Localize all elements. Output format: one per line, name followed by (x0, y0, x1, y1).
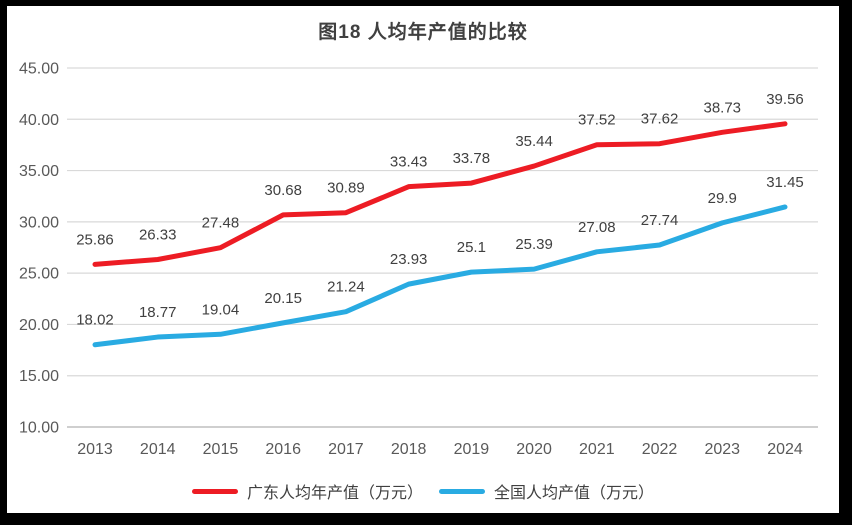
y-tick-label: 15.00 (19, 368, 59, 385)
data-label: 25.86 (76, 231, 114, 248)
legend-line-sample-blue (439, 488, 485, 494)
data-label: 33.78 (453, 150, 491, 167)
data-label: 21.24 (327, 279, 365, 296)
data-label: 30.68 (264, 182, 302, 199)
x-tick-label: 2023 (704, 441, 740, 458)
data-label: 39.56 (766, 91, 804, 108)
legend-line-sample-red (191, 488, 238, 494)
legend-label-national: 全国人均产值（万元） (494, 485, 655, 502)
data-label: 35.44 (515, 133, 553, 150)
legend-label-guangdong: 广东人均年产值（万元） (246, 485, 423, 502)
data-label: 18.02 (76, 312, 114, 329)
x-tick-label: 2024 (767, 441, 803, 458)
data-label: 27.08 (578, 219, 616, 236)
y-tick-label: 35.00 (19, 163, 59, 180)
data-label: 37.62 (641, 111, 679, 128)
x-tick-label: 2013 (77, 441, 113, 458)
y-tick-label: 20.00 (19, 317, 59, 334)
data-label: 31.45 (766, 174, 804, 191)
series-line-1 (92, 204, 788, 348)
chart-area: 图18 人均年产值的比较 45.00 40.00 35.00 30.00 25.00 20… (7, 6, 839, 513)
data-label: 33.43 (390, 154, 428, 171)
x-tick-label: 2020 (516, 441, 552, 458)
plot-svg: 45.00 40.00 35.00 30.00 25.00 20.00 15.00 10.00… (19, 61, 818, 458)
data-label: 18.77 (139, 304, 177, 321)
data-label: 26.33 (139, 227, 177, 244)
x-tick-label: 2017 (328, 441, 364, 458)
x-tick-label: 2014 (140, 441, 176, 458)
x-tick-label: 2016 (265, 441, 301, 458)
data-label: 27.74 (641, 212, 679, 229)
data-label: 19.04 (202, 301, 240, 318)
y-tick-label: 10.00 (19, 420, 59, 437)
legend: 广东人均年产值（万元） 全国人均产值（万元） (7, 478, 839, 504)
x-tick-label: 2018 (391, 441, 427, 458)
chart-title: 图18 人均年产值的比较 (318, 22, 528, 43)
y-tick-label: 45.00 (19, 61, 59, 78)
data-label: 25.39 (515, 236, 553, 253)
y-tick-label: 30.00 (19, 214, 59, 231)
data-label: 23.93 (390, 251, 428, 268)
data-label: 30.89 (327, 180, 365, 197)
x-tick-label: 2021 (579, 441, 615, 458)
data-label: 38.73 (703, 99, 741, 116)
legend-item-national: 全国人均产值（万元） (439, 479, 654, 503)
x-tick-label: 2022 (642, 441, 678, 458)
data-label: 29.9 (708, 190, 737, 207)
data-label: 27.48 (202, 215, 240, 232)
y-tick-label: 25.00 (19, 266, 59, 283)
data-label: 20.15 (264, 290, 302, 307)
y-tick-label: 40.00 (19, 112, 59, 129)
data-label: 25.1 (457, 239, 486, 256)
x-tick-label: 2015 (203, 441, 239, 458)
x-tick-label: 2019 (454, 441, 490, 458)
data-label: 37.52 (578, 112, 616, 129)
series-line-0 (92, 121, 788, 267)
legend-item-guangdong: 广东人均年产值（万元） (191, 479, 423, 503)
